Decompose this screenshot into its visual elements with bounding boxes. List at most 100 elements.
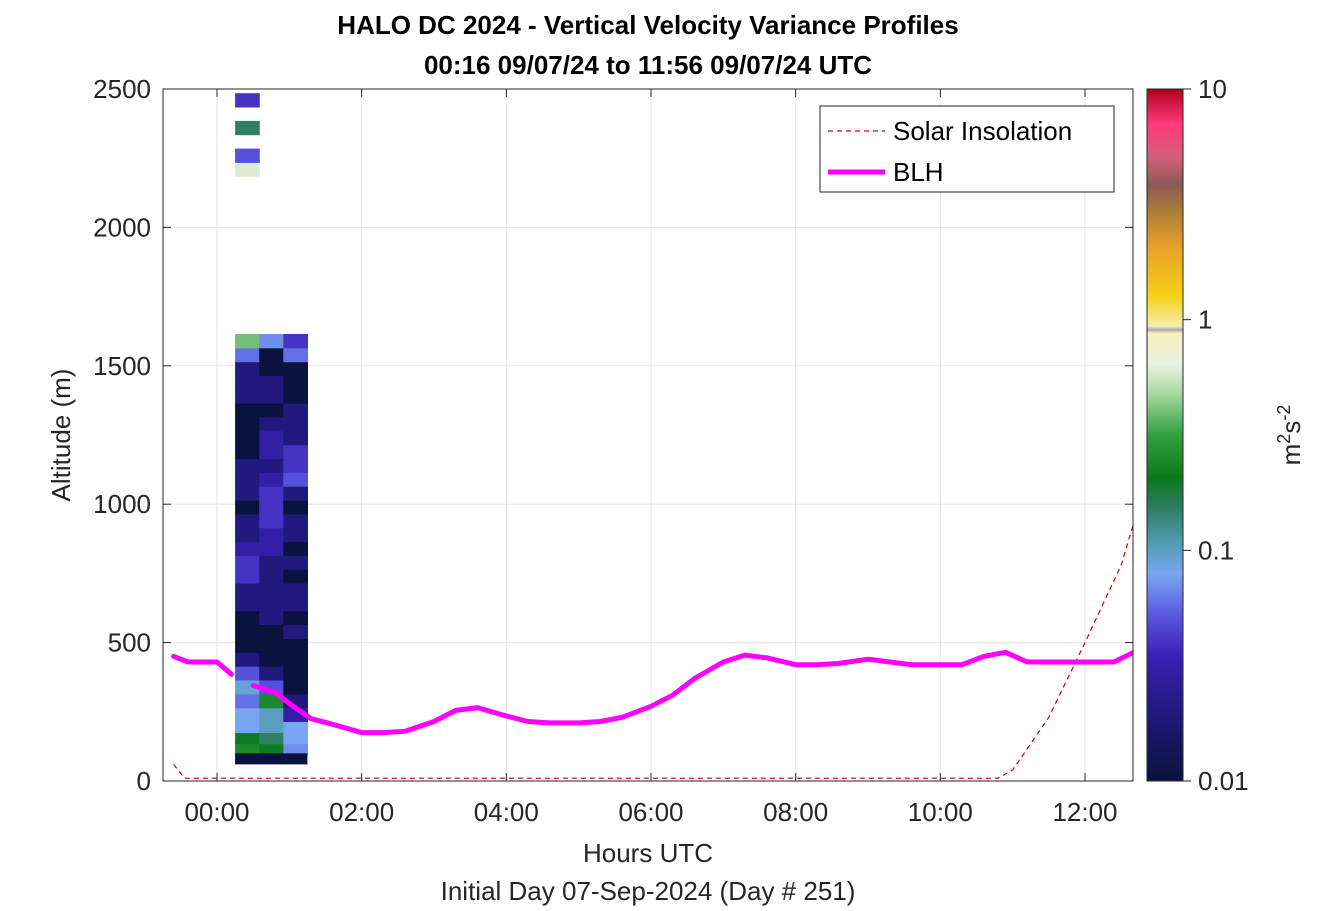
heatmap-cell xyxy=(259,666,284,681)
heatmap-cell xyxy=(259,417,284,432)
heatmap-cell xyxy=(259,444,284,460)
solar-insolation-line xyxy=(173,523,1133,779)
heatmap-cell xyxy=(235,527,260,543)
colorbar-label: m2s-2 xyxy=(1274,405,1306,466)
colorbar-tick-label: 0.1 xyxy=(1198,535,1234,565)
heatmap-cell xyxy=(283,486,308,501)
x-axis-ticks: 00:00 02:00 04:00 06:00 08:00 10:00 12:00 xyxy=(184,89,1118,827)
legend-blh-label: BLH xyxy=(893,157,944,187)
heatmap-ground-row xyxy=(235,753,308,765)
heatmap-cell xyxy=(235,375,260,390)
heatmap-cell xyxy=(235,403,260,418)
heatmap-cell xyxy=(283,624,308,639)
heatmap-cell xyxy=(283,597,308,612)
heatmap-cell xyxy=(283,652,308,667)
heatmap-cell xyxy=(259,347,284,363)
heatmap-cell xyxy=(259,707,284,722)
y-axis-ticks: 0 500 1000 1500 2000 2500 xyxy=(93,74,1133,796)
y-tick-label: 1500 xyxy=(93,351,151,381)
x-tick-label: 00:00 xyxy=(184,797,249,827)
blh-line xyxy=(171,653,234,677)
series-lines xyxy=(171,523,1133,779)
heatmap-cell xyxy=(235,740,260,756)
y-tick-label: 500 xyxy=(108,628,151,658)
heatmap-cell xyxy=(235,729,260,745)
y-tick-label: 1000 xyxy=(93,489,151,519)
heatmap-cell xyxy=(259,569,284,584)
heatmap-cell xyxy=(235,597,260,612)
heatmap-cell xyxy=(283,729,308,745)
chart-title: HALO DC 2024 - Vertical Velocity Varianc… xyxy=(337,10,958,40)
y-tick-label: 0 xyxy=(137,766,151,796)
y-axis-label: Altitude (m) xyxy=(46,369,76,502)
heatmap-cell xyxy=(235,718,260,734)
heatmap-cell xyxy=(259,389,284,404)
heatmap-cell xyxy=(235,148,260,163)
colorbar-label-sup1: 2 xyxy=(1274,434,1294,444)
heatmap-cell xyxy=(259,472,284,487)
heatmap-cell xyxy=(259,583,284,598)
plot-area xyxy=(163,89,1133,781)
heatmap-cell xyxy=(259,610,284,626)
heatmap-cell xyxy=(235,638,260,653)
x-tick-label: 10:00 xyxy=(908,797,973,827)
heatmap-cell xyxy=(235,361,260,376)
x-axis-label: Hours UTC xyxy=(583,838,713,868)
y-tick-label: 2000 xyxy=(93,212,151,242)
x-tick-label: 04:00 xyxy=(474,797,539,827)
heatmap-cell xyxy=(235,666,260,681)
heatmap-cell xyxy=(259,729,284,745)
heatmap-cell xyxy=(259,740,284,756)
heatmap-cell xyxy=(283,417,308,432)
heatmap-cell xyxy=(283,514,308,529)
y-tick-label: 2500 xyxy=(93,74,151,104)
colorbar-tick-label: 0.01 xyxy=(1198,766,1249,796)
heatmap-cell xyxy=(235,93,260,108)
heatmap-cell xyxy=(235,610,260,626)
heatmap-cell xyxy=(259,718,284,734)
heatmap-cell xyxy=(259,403,284,418)
colorbar-label-sup2: -2 xyxy=(1274,405,1294,421)
heatmap-cell xyxy=(235,389,260,404)
heatmap-cell xyxy=(283,389,308,404)
heatmap-cell xyxy=(283,666,308,681)
heatmap-cell xyxy=(283,610,308,626)
heatmap-cell xyxy=(283,347,308,363)
heatmap-cell xyxy=(283,430,308,446)
heatmap-cell xyxy=(235,583,260,598)
heatmap-cell xyxy=(235,541,260,556)
heatmap-cell xyxy=(283,583,308,598)
heatmap-cell xyxy=(283,472,308,487)
heatmap-cell xyxy=(259,624,284,639)
heatmap-cell xyxy=(235,514,260,529)
heatmap-cell xyxy=(235,444,260,460)
blh-line xyxy=(250,649,1133,736)
colorbar-tick-label: 10 xyxy=(1198,74,1227,104)
heatmap-cell xyxy=(235,693,260,709)
heatmap-cell xyxy=(235,652,260,667)
x-tick-label: 06:00 xyxy=(618,797,683,827)
heatmap-cell xyxy=(259,361,284,376)
x-axis-secondary-label: Initial Day 07-Sep-2024 (Day # 251) xyxy=(441,876,856,906)
heatmap-cell xyxy=(283,458,308,473)
heatmap-cell xyxy=(235,162,260,177)
legend: Solar Insolation BLH xyxy=(819,105,1115,193)
heatmap-cell xyxy=(283,680,308,695)
x-tick-label: 08:00 xyxy=(763,797,828,827)
heatmap-cell xyxy=(283,403,308,418)
heatmap-cell xyxy=(259,541,284,556)
heatmap-cell xyxy=(283,361,308,376)
heatmap-cell xyxy=(235,486,260,501)
colorbar-ticks: 0.01 0.1 1 10 xyxy=(1183,74,1249,796)
heatmap-cell xyxy=(259,375,284,390)
heatmap-cell xyxy=(259,334,284,349)
colorbar-label-m: m xyxy=(1276,444,1306,466)
heatmap-cell xyxy=(259,597,284,612)
heatmap-cell xyxy=(259,486,284,501)
legend-box xyxy=(819,105,1115,193)
heatmap-cell xyxy=(259,652,284,667)
heatmap-cell xyxy=(235,347,260,363)
heatmap-cell xyxy=(235,334,260,349)
